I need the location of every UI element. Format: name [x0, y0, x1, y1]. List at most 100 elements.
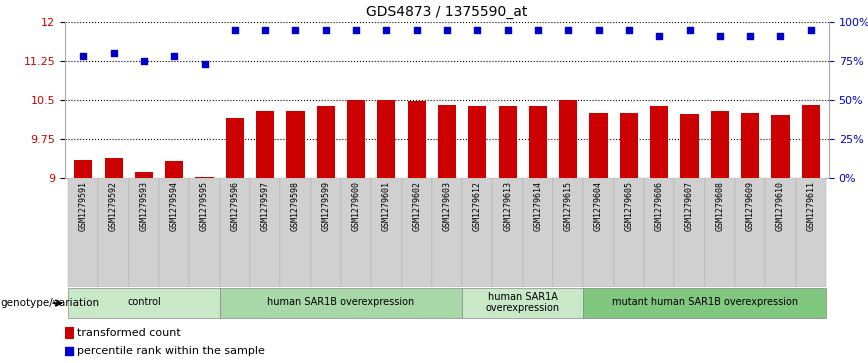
- Point: [319, 27, 332, 33]
- Bar: [741, 113, 760, 178]
- Bar: [98, 178, 128, 287]
- Bar: [226, 118, 244, 178]
- Point: [713, 33, 727, 39]
- Bar: [408, 101, 426, 178]
- Bar: [128, 178, 159, 287]
- Bar: [280, 178, 311, 287]
- Text: GSM1279595: GSM1279595: [200, 181, 209, 231]
- Bar: [74, 160, 92, 178]
- Bar: [189, 178, 220, 287]
- Point: [440, 27, 454, 33]
- Text: GSM1279593: GSM1279593: [140, 181, 148, 231]
- Bar: [256, 111, 274, 178]
- Text: transformed count: transformed count: [77, 328, 181, 338]
- Bar: [68, 288, 220, 318]
- Point: [682, 27, 696, 33]
- Bar: [772, 115, 790, 178]
- Bar: [378, 100, 396, 178]
- Text: GSM1279600: GSM1279600: [352, 181, 360, 231]
- Text: GSM1279611: GSM1279611: [806, 181, 815, 231]
- Text: GSM1279596: GSM1279596: [230, 181, 240, 231]
- Bar: [614, 178, 644, 287]
- Point: [107, 50, 121, 56]
- Bar: [802, 105, 820, 178]
- Text: GSM1279606: GSM1279606: [654, 181, 664, 231]
- Text: GSM1279615: GSM1279615: [563, 181, 573, 231]
- Bar: [468, 106, 486, 178]
- Point: [168, 53, 181, 59]
- Bar: [583, 178, 614, 287]
- Text: GSM1279599: GSM1279599: [321, 181, 331, 231]
- Bar: [432, 178, 462, 287]
- Bar: [462, 288, 583, 318]
- Point: [379, 27, 393, 33]
- Point: [501, 27, 515, 33]
- Point: [773, 33, 787, 39]
- Point: [288, 27, 302, 33]
- Text: control: control: [127, 297, 161, 307]
- Bar: [620, 113, 638, 178]
- Bar: [498, 106, 516, 178]
- Bar: [589, 113, 608, 178]
- Text: GSM1279609: GSM1279609: [746, 181, 754, 231]
- Text: GSM1279603: GSM1279603: [443, 181, 451, 231]
- Point: [349, 27, 363, 33]
- Point: [592, 27, 606, 33]
- Bar: [492, 178, 523, 287]
- Bar: [711, 111, 729, 178]
- Bar: [735, 178, 766, 287]
- Point: [743, 33, 757, 39]
- Bar: [650, 106, 668, 178]
- Text: GSM1279602: GSM1279602: [412, 181, 421, 231]
- Text: GSM1279612: GSM1279612: [473, 181, 482, 231]
- Point: [228, 27, 242, 33]
- Text: GSM1279598: GSM1279598: [291, 181, 300, 231]
- Point: [62, 348, 76, 354]
- Bar: [65, 327, 74, 339]
- Text: GSM1279614: GSM1279614: [534, 181, 542, 231]
- Point: [652, 33, 666, 39]
- Text: genotype/variation: genotype/variation: [1, 298, 100, 308]
- Point: [258, 27, 272, 33]
- Bar: [220, 288, 462, 318]
- Text: mutant human SAR1B overexpression: mutant human SAR1B overexpression: [612, 297, 798, 307]
- Bar: [438, 105, 456, 178]
- Point: [470, 27, 484, 33]
- Bar: [165, 161, 183, 178]
- Bar: [311, 178, 341, 287]
- Bar: [347, 100, 365, 178]
- Point: [622, 27, 636, 33]
- Bar: [68, 178, 98, 287]
- Point: [562, 27, 575, 33]
- Bar: [250, 178, 280, 287]
- Bar: [529, 106, 547, 178]
- Bar: [559, 100, 577, 178]
- Bar: [681, 114, 699, 178]
- Bar: [796, 178, 826, 287]
- Text: GSM1279607: GSM1279607: [685, 181, 694, 231]
- Bar: [220, 178, 250, 287]
- Bar: [104, 158, 122, 178]
- Text: human SAR1A
overexpression: human SAR1A overexpression: [486, 291, 560, 313]
- Text: percentile rank within the sample: percentile rank within the sample: [77, 346, 265, 356]
- Text: GSM1279605: GSM1279605: [624, 181, 634, 231]
- Point: [804, 27, 818, 33]
- Bar: [402, 178, 432, 287]
- Title: GDS4873 / 1375590_at: GDS4873 / 1375590_at: [366, 5, 528, 19]
- Bar: [766, 178, 796, 287]
- Bar: [553, 178, 583, 287]
- Bar: [341, 178, 372, 287]
- Point: [410, 27, 424, 33]
- Bar: [705, 178, 735, 287]
- Bar: [583, 288, 826, 318]
- Bar: [135, 172, 153, 178]
- Text: GSM1279601: GSM1279601: [382, 181, 391, 231]
- Bar: [523, 178, 553, 287]
- Text: GSM1279613: GSM1279613: [503, 181, 512, 231]
- Point: [531, 27, 545, 33]
- Bar: [462, 178, 492, 287]
- Point: [198, 61, 212, 67]
- Text: GSM1279591: GSM1279591: [79, 181, 88, 231]
- Text: GSM1279610: GSM1279610: [776, 181, 785, 231]
- Text: GSM1279597: GSM1279597: [260, 181, 270, 231]
